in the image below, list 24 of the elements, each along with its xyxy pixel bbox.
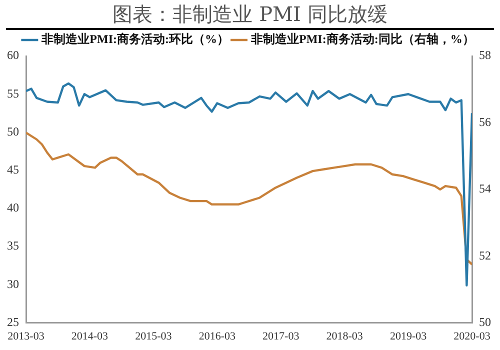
chart-title: 图表：非制造业 PMI 同比放缓 [6, 0, 494, 30]
y-tick-label: 45 [7, 162, 19, 176]
x-tick-label: 2018-03 [326, 330, 364, 342]
legend-label: 非制造业PMI:商务活动:同比（右轴，%） [250, 32, 474, 46]
x-tick-label: 2013-03 [8, 330, 45, 342]
y-tick-label: 35 [7, 238, 19, 253]
legend-label: 非制造业PMI:商务活动:环比（%） [40, 32, 230, 46]
y-tick-label: 60 [7, 48, 19, 62]
x-tick-label: 2020-03 [454, 330, 491, 342]
y2-tick-label: 56 [479, 114, 491, 129]
y2-tick-label: 54 [479, 182, 491, 196]
y-tick-label: 50 [7, 124, 19, 138]
x-tick-label: 2019-03 [390, 330, 428, 342]
y-tick-label: 55 [7, 86, 19, 100]
y-tick-label: 25 [7, 314, 19, 329]
y-tick-label: 30 [7, 276, 19, 291]
x-tick-label: 2015-03 [135, 330, 172, 342]
x-tick-label: 2016-03 [198, 330, 236, 342]
y2-tick-label: 50 [479, 314, 491, 329]
y-tick-label: 40 [7, 200, 19, 215]
y2-tick-label: 52 [479, 248, 491, 262]
x-tick-label: 2014-03 [71, 330, 109, 342]
y2-tick-label: 58 [479, 48, 491, 62]
x-tick-label: 2017-03 [262, 330, 300, 342]
